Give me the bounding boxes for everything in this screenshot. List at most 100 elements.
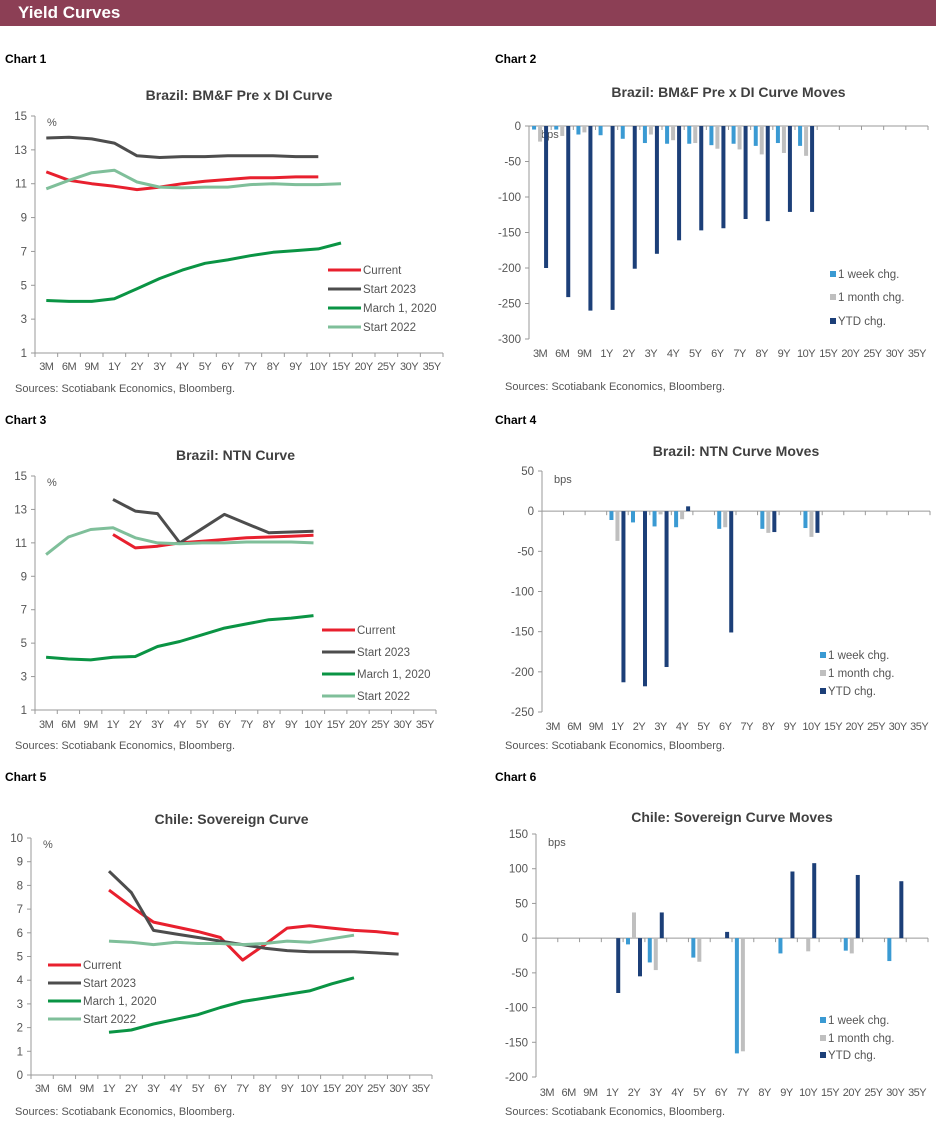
x-tick-label: 8Y: [267, 361, 281, 373]
x-tick-label: 1Y: [606, 1087, 620, 1099]
x-tick-label: 2Y: [129, 719, 143, 731]
y-tick-label: 50: [521, 466, 534, 478]
x-tick-label: 20Y: [355, 361, 374, 373]
bar-1-month-chg-: [538, 126, 543, 142]
chart-1-brazil-di-curve: Brazil: BM&F Pre x DI Curve%135791113153…: [14, 87, 444, 395]
x-tick-label: 4Y: [667, 348, 681, 360]
bar-ytd-chg-: [677, 126, 682, 241]
bar-ytd-chg-: [643, 511, 647, 687]
x-tick-label: 9M: [577, 348, 592, 360]
y-tick-label: 1: [21, 348, 27, 360]
chart-3-label: Chart 3: [5, 413, 47, 427]
chart-title: Brazil: NTN Curve: [176, 447, 295, 463]
legend-label: YTD chg.: [828, 686, 876, 698]
section-title: Yield Curves: [18, 3, 121, 22]
x-tick-label: 3Y: [654, 721, 668, 733]
bar-1-month-chg-: [740, 938, 745, 1052]
x-tick-label: 6Y: [221, 361, 235, 373]
y-tick-label: 1: [21, 705, 27, 717]
bar-1-week-chg-: [731, 126, 736, 144]
x-tick-label: 10Y: [797, 348, 816, 360]
y-tick-label: 15: [14, 471, 27, 483]
legend-label: YTD chg.: [838, 316, 886, 328]
x-tick-label: 20Y: [345, 1083, 364, 1095]
y-tick-label: 0: [528, 506, 534, 518]
x-tick-label: 25Y: [864, 348, 883, 360]
x-tick-label: 3Y: [645, 348, 659, 360]
x-tick-label: 15Y: [323, 1083, 342, 1095]
x-tick-label: 3Y: [151, 719, 165, 731]
chart-1-label: Chart 1: [5, 52, 47, 66]
y-tick-label: -100: [498, 192, 521, 204]
y-tick-label: 11: [15, 538, 27, 550]
bar-ytd-chg-: [787, 126, 792, 212]
bar-ytd-chg-: [616, 938, 621, 993]
bar-1-week-chg-: [652, 511, 657, 527]
x-tick-label: 2Y: [628, 1087, 642, 1099]
y-tick-label: -300: [498, 334, 521, 346]
x-tick-label: 6Y: [719, 721, 733, 733]
legend-label: Start 2023: [357, 647, 410, 659]
bar-1-week-chg-: [609, 511, 614, 521]
x-tick-label: 35Y: [908, 1087, 927, 1099]
x-tick-label: 8Y: [756, 348, 770, 360]
unit-label: %: [47, 117, 57, 129]
x-tick-label: 5Y: [697, 721, 711, 733]
bar-ytd-chg-: [610, 126, 615, 310]
y-tick-label: 100: [509, 864, 528, 876]
chart-2-label: Chart 2: [495, 52, 537, 66]
legend-label: Start 2022: [363, 322, 416, 334]
bar-1-week-chg-: [620, 126, 625, 139]
bar-1-week-chg-: [642, 126, 647, 144]
bar-ytd-chg-: [810, 126, 815, 212]
legend-label: Start 2022: [357, 691, 410, 703]
legend-label: 1 month chg.: [828, 668, 894, 680]
x-tick-label: 5Y: [199, 361, 213, 373]
y-tick-label: 5: [21, 280, 27, 292]
x-tick-label: 7Y: [737, 1087, 751, 1099]
unit-label: %: [47, 477, 57, 489]
y-tick-label: 3: [21, 314, 27, 326]
bar-1-month-chg-: [637, 510, 641, 512]
legend-label: 1 month chg.: [838, 292, 904, 304]
y-tick-label: 50: [515, 898, 528, 910]
x-tick-label: 3Y: [153, 361, 167, 373]
x-tick-label: 15Y: [819, 348, 838, 360]
series-line-2: [108, 976, 355, 1034]
legend-label: Current: [83, 960, 122, 972]
legend-label: 1 week chg.: [828, 1015, 889, 1027]
x-tick-label: 1Y: [103, 1083, 117, 1095]
legend-label: Current: [357, 625, 396, 637]
x-tick-label: 15Y: [824, 721, 843, 733]
bar-1-month-chg-: [759, 126, 764, 155]
x-tick-label: 6Y: [218, 719, 232, 731]
y-tick-label: 9: [21, 213, 27, 225]
legend-swatch: [820, 1035, 826, 1041]
x-tick-label: 15Y: [332, 361, 351, 373]
x-tick-label: 2Y: [131, 361, 145, 373]
x-tick-label: 6M: [57, 1083, 72, 1095]
x-tick-label: 15Y: [327, 719, 346, 731]
x-tick-label: 10Y: [304, 719, 323, 731]
x-tick-label: 4Y: [671, 1087, 685, 1099]
chart-title: Chile: Sovereign Curve: [154, 811, 308, 827]
x-tick-label: 20Y: [846, 721, 865, 733]
legend-swatch: [820, 652, 826, 658]
legend-label: 1 month chg.: [828, 1033, 894, 1045]
y-tick-label: 8: [17, 880, 23, 892]
bar-ytd-chg-: [729, 511, 734, 633]
x-tick-label: 35Y: [416, 719, 435, 731]
chart-title: Brazil: BM&F Pre x DI Curve: [146, 87, 333, 103]
bar-1-week-chg-: [647, 938, 652, 963]
x-tick-label: 7Y: [240, 719, 254, 731]
x-tick-label: 9M: [84, 719, 99, 731]
legend-swatch: [820, 670, 826, 676]
bar-ytd-chg-: [664, 511, 669, 668]
legend-swatch: [820, 688, 826, 694]
bar-1-month-chg-: [806, 938, 811, 952]
x-tick-label: 6M: [562, 1087, 577, 1099]
y-tick-label: 0: [515, 121, 521, 133]
chart-2-brazil-di-moves: Brazil: BM&F Pre x DI Curve Moves bps -300…: [498, 84, 929, 393]
x-tick-label: 6M: [567, 721, 582, 733]
